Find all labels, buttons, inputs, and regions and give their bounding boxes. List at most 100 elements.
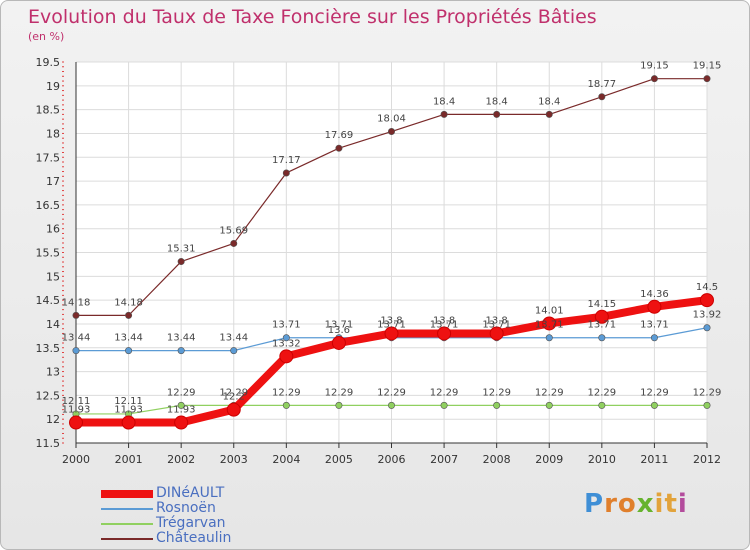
y-minor-tick	[62, 304, 64, 306]
y-minor-tick	[62, 85, 64, 87]
data-label-chateaulin: 15.31	[167, 244, 196, 255]
data-point-rosnoen	[125, 347, 133, 355]
y-tick-label: 16.5	[36, 199, 61, 212]
x-tick-label: 2007	[430, 453, 458, 466]
data-point-rosnoen	[230, 347, 238, 355]
data-label-dineault: 13.8	[380, 315, 402, 326]
logo-letter: r	[604, 489, 618, 519]
y-minor-tick	[62, 285, 64, 287]
data-point-dineault	[226, 402, 241, 417]
data-point-rosnoen	[703, 324, 711, 332]
y-minor-tick	[62, 309, 64, 311]
x-tick-label: 2002	[167, 453, 195, 466]
x-tick-label: 2008	[483, 453, 511, 466]
proxiti-logo: Proxiti	[584, 489, 688, 519]
data-label-chateaulin: 15.69	[219, 225, 248, 236]
y-minor-tick	[62, 185, 64, 187]
y-minor-tick	[62, 313, 64, 315]
y-tick-label: 14.5	[36, 294, 61, 307]
data-label-dineault: 11.93	[167, 405, 196, 416]
data-labels: 14.18 14.18 15.31 15.69 17.17 17.69 18.04 18.4 1…	[62, 61, 722, 416]
y-minor-tick	[62, 147, 64, 149]
y-minor-tick	[62, 275, 64, 277]
data-label-tregarvan: 12.11	[62, 396, 91, 407]
y-minor-tick	[62, 442, 64, 444]
data-point-rosnoen	[650, 334, 658, 342]
data-point-dineault	[489, 326, 504, 341]
y-minor-tick	[62, 228, 64, 230]
y-minor-tick	[62, 347, 64, 349]
legend-item-tregarvan: Trégarvan	[101, 515, 361, 532]
y-minor-tick	[62, 151, 64, 153]
data-point-chateaulin	[335, 144, 343, 152]
data-label-tregarvan: 12.29	[167, 387, 196, 398]
y-minor-tick	[62, 337, 64, 339]
y-minor-tick	[62, 109, 64, 111]
data-label-tregarvan: 12.29	[272, 387, 301, 398]
y-minor-tick	[62, 413, 64, 415]
y-minor-tick	[62, 256, 64, 258]
data-point-rosnoen	[598, 334, 606, 342]
data-label-chateaulin: 18.04	[377, 114, 406, 125]
legend-label: DINéAULT	[156, 485, 225, 501]
y-tick-label: 17.5	[36, 151, 61, 164]
y-minor-tick	[62, 94, 64, 96]
x-tick-label: 2006	[378, 453, 406, 466]
y-minor-tick	[62, 75, 64, 77]
data-label-tregarvan: 12.29	[588, 387, 617, 398]
data-label-dineault: 14.5	[696, 282, 718, 293]
data-label-tregarvan: 12.29	[430, 387, 459, 398]
legend: DINéAULT Rosnoën Trégarvan Châteaulin	[101, 485, 361, 547]
x-tick-label: 2004	[272, 453, 300, 466]
y-minor-tick	[62, 171, 64, 173]
data-point-tregarvan	[545, 401, 553, 409]
y-minor-tick	[62, 199, 64, 201]
chart-title: Evolution du Taux de Taxe Foncière sur l…	[28, 6, 597, 28]
data-point-chateaulin	[230, 239, 238, 247]
legend-swatch	[101, 490, 153, 498]
y-minor-tick	[62, 123, 64, 125]
y-minor-tick	[62, 180, 64, 182]
legend-item-rosnoen: Rosnoën	[101, 500, 361, 517]
y-minor-tick	[62, 423, 64, 425]
data-point-dineault	[174, 415, 189, 430]
legend-item-dineault: DINéAULT	[101, 485, 361, 502]
data-point-tregarvan	[493, 401, 501, 409]
data-point-chateaulin	[650, 75, 658, 83]
x-tick-label: 2001	[115, 453, 143, 466]
data-label-dineault: 13.8	[433, 315, 455, 326]
data-point-tregarvan	[177, 401, 185, 409]
data-label-tregarvan: 12.29	[325, 387, 354, 398]
y-tick-label: 16	[46, 223, 60, 236]
data-point-dineault	[384, 326, 399, 341]
data-label-chateaulin: 18.4	[538, 96, 560, 107]
y-minor-tick	[62, 242, 64, 244]
y-minor-tick	[62, 247, 64, 249]
y-minor-tick	[62, 280, 64, 282]
series-dineault	[69, 293, 714, 430]
data-point-dineault	[279, 349, 294, 364]
data-label-rosnoen: 13.71	[430, 320, 459, 331]
y-minor-tick	[62, 156, 64, 158]
y-minor-tick	[62, 418, 64, 420]
data-point-chateaulin	[545, 110, 553, 118]
data-label-rosnoen: 13.92	[693, 310, 722, 321]
y-minor-tick	[62, 61, 64, 63]
data-label-chateaulin: 19.15	[693, 61, 722, 72]
y-minor-tick	[62, 175, 64, 177]
data-label-rosnoen: 13.71	[640, 320, 669, 331]
data-label-rosnoen: 13.71	[325, 320, 354, 331]
logo-letter: t	[664, 489, 678, 519]
data-label-chateaulin: 18.77	[588, 79, 617, 90]
data-label-chateaulin: 18.4	[433, 96, 455, 107]
y-minor-tick	[62, 118, 64, 120]
data-label-chateaulin: 14.18	[114, 297, 143, 308]
data-label-dineault: 11.93	[62, 405, 91, 416]
y-minor-tick	[62, 194, 64, 196]
axes: 11.5 12 12.5 13 13.5 14 14.5 15 15.5 16 16.5 17 17.5…	[36, 56, 722, 466]
y-minor-tick	[62, 66, 64, 68]
data-point-dineault	[69, 415, 83, 430]
y-minor-tick	[62, 409, 64, 411]
y-minor-tick	[62, 90, 64, 92]
data-point-chateaulin	[703, 75, 711, 83]
